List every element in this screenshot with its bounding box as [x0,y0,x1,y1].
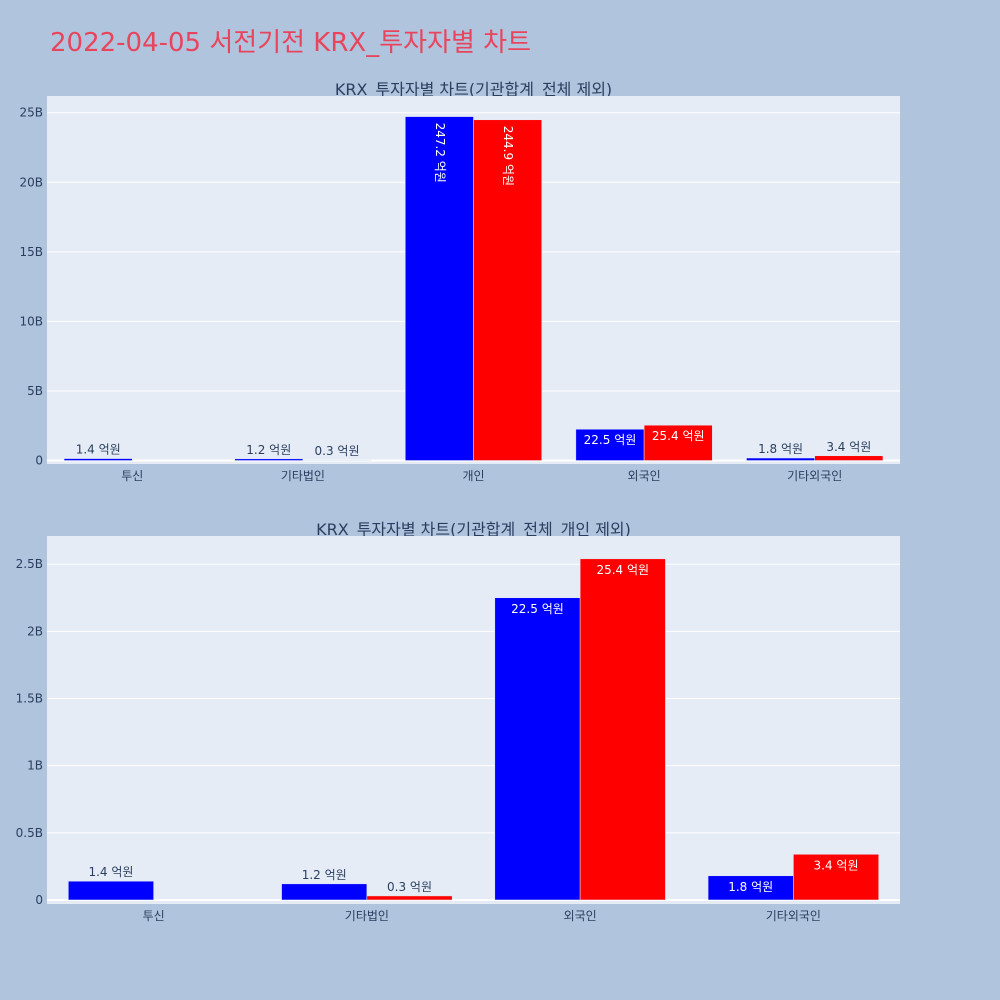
bar [814,455,884,461]
data-label: 3.4 억원 [814,858,859,872]
data-label: 1.4 억원 [88,865,133,879]
data-label: 1.8 억원 [728,880,773,894]
data-label: 1.2 억원 [302,868,347,882]
y-tick-label: 2B [27,624,43,638]
bar [281,883,368,901]
data-label: 1.8 억원 [758,442,803,456]
x-tick-label: 투신 [143,909,165,923]
chart-panel-2: KRX_투자자별 차트(기관합계_전체_개인 제외) 0 0.5B 1B 1.5B 2B 2… [16,520,900,923]
chart-title: KRX_투자자별 차트(기관합계_전체 제외) [335,80,612,100]
bar [366,895,453,901]
chart-panel-1: KRX_투자자별 차트(기관합계_전체 제외) 0 5B 10B 15B 20B 25B 투신… [19,80,900,483]
x-tick-label: 외국인 [628,469,661,483]
x-tick-label: 기타법인 [281,469,325,483]
y-tick-label: 0 [35,893,43,907]
bar [68,880,154,901]
y-tick-label: 2.5B [16,557,43,571]
bar [63,458,133,461]
y-tick-label: 5B [27,384,43,398]
bar [234,458,304,461]
bar [707,875,794,901]
data-label: 22.5 억원 [584,433,637,447]
y-tick-label: 10B [19,314,43,328]
data-label: 1.2 억원 [246,443,291,457]
x-tick-label: 기타외국인 [766,909,821,923]
data-label: 25.4 억원 [596,563,649,577]
x-tick-label: 외국인 [564,909,597,923]
y-tick-label: 20B [19,175,43,189]
x-tick-label: 투신 [121,469,143,483]
y-tick-label: 1.5B [16,692,43,706]
bar [494,597,581,901]
x-tick-label: 기타외국인 [787,469,842,483]
bar [579,558,666,901]
y-tick-label: 25B [19,106,43,120]
data-label: 1.4 억원 [76,443,121,457]
data-label: 244.9 억원 [501,126,515,186]
y-tick-label: 1B [27,759,43,773]
data-label: 0.3 억원 [315,444,360,458]
y-tick-label: 15B [19,245,43,259]
data-label: 0.3 억원 [387,880,432,894]
x-tick-label: 개인 [462,469,484,483]
y-tick-label: 0 [35,454,43,468]
bar [473,119,542,461]
bar [746,457,815,461]
data-label: 3.4 억원 [826,440,871,454]
bar [793,854,879,901]
plot-area [47,536,900,904]
x-tick-label: 기타법인 [345,909,389,923]
data-label: 247.2 억원 [433,123,447,183]
y-tick-label: 0.5B [16,826,43,840]
data-label: 25.4 억원 [652,429,705,443]
data-label: 22.5 억원 [511,602,564,616]
bar [405,116,474,461]
chart-title: KRX_투자자별 차트(기관합계_전체_개인 제외) [316,520,631,540]
bar [643,424,713,461]
page-title: 2022-04-05 서전기전 KRX_투자자별 차트 [50,28,532,58]
